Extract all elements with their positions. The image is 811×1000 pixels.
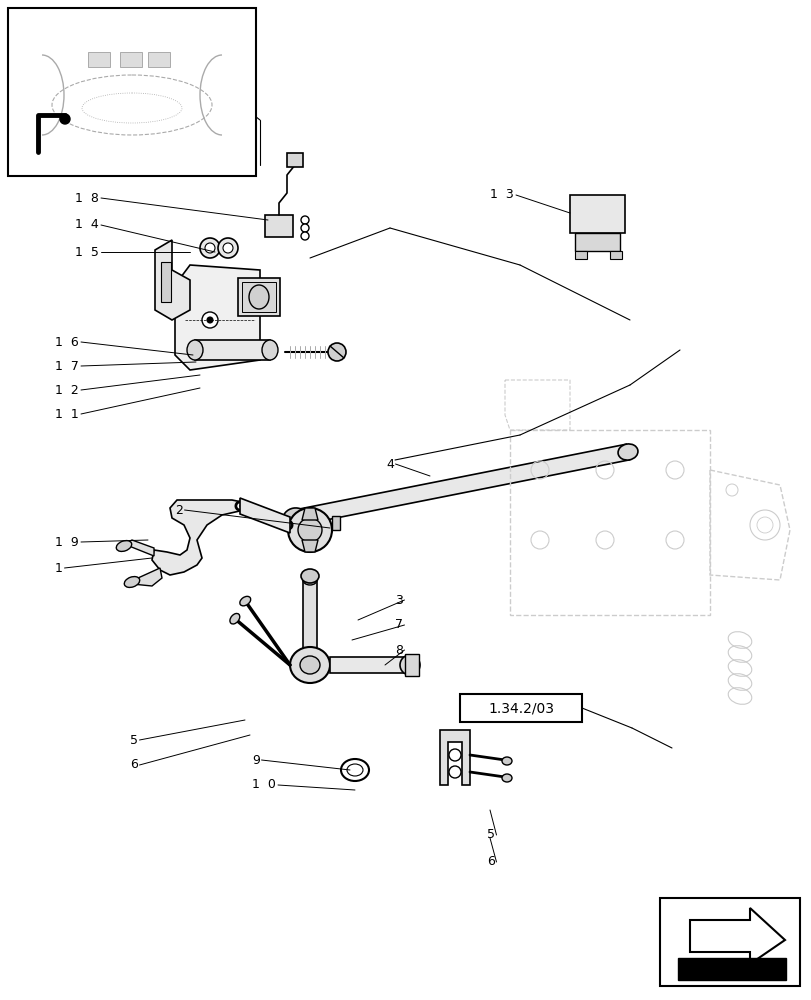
Polygon shape bbox=[440, 730, 470, 785]
Text: 1: 1 bbox=[55, 562, 62, 574]
Bar bbox=[329, 657, 410, 673]
Circle shape bbox=[448, 749, 461, 761]
Circle shape bbox=[204, 243, 215, 253]
Ellipse shape bbox=[230, 613, 239, 624]
Text: 5: 5 bbox=[487, 828, 495, 841]
Bar bbox=[195, 340, 270, 360]
Ellipse shape bbox=[303, 655, 316, 665]
Text: 1  9: 1 9 bbox=[55, 536, 79, 548]
Bar bbox=[148, 52, 169, 67]
Polygon shape bbox=[302, 540, 318, 552]
Text: 1  1: 1 1 bbox=[55, 408, 79, 420]
Bar bbox=[303, 580, 316, 660]
Bar bbox=[609, 251, 621, 259]
Circle shape bbox=[217, 238, 238, 258]
Ellipse shape bbox=[124, 577, 139, 587]
Bar bbox=[509, 430, 709, 615]
Bar bbox=[574, 233, 620, 251]
Ellipse shape bbox=[239, 596, 251, 606]
Ellipse shape bbox=[299, 656, 320, 674]
Text: 1  8: 1 8 bbox=[75, 192, 99, 205]
Ellipse shape bbox=[301, 569, 319, 583]
Ellipse shape bbox=[501, 757, 512, 765]
Bar bbox=[264, 215, 293, 237]
Ellipse shape bbox=[116, 541, 131, 551]
Ellipse shape bbox=[617, 444, 637, 460]
Bar bbox=[8, 8, 255, 176]
Text: 1.34.2/03: 1.34.2/03 bbox=[487, 701, 553, 715]
Polygon shape bbox=[124, 540, 154, 556]
Circle shape bbox=[207, 317, 212, 323]
Polygon shape bbox=[293, 444, 629, 526]
Bar bbox=[677, 958, 785, 980]
Text: 5: 5 bbox=[130, 734, 138, 746]
Ellipse shape bbox=[262, 340, 277, 360]
Text: 4: 4 bbox=[385, 458, 393, 471]
Ellipse shape bbox=[249, 285, 268, 309]
Bar bbox=[460, 694, 581, 722]
Text: 1  4: 1 4 bbox=[75, 219, 99, 232]
Bar bbox=[286, 153, 303, 167]
Ellipse shape bbox=[288, 508, 332, 552]
Bar bbox=[242, 282, 276, 312]
Ellipse shape bbox=[400, 655, 419, 675]
Polygon shape bbox=[689, 908, 784, 964]
Polygon shape bbox=[175, 265, 260, 370]
Circle shape bbox=[60, 114, 70, 124]
Text: 6: 6 bbox=[130, 758, 138, 772]
Text: 1  0: 1 0 bbox=[251, 778, 276, 791]
Text: 6: 6 bbox=[487, 855, 494, 868]
Text: 9: 9 bbox=[251, 754, 260, 766]
Text: 3: 3 bbox=[394, 593, 402, 606]
Bar bbox=[88, 52, 109, 67]
Bar bbox=[659, 898, 799, 986]
Bar bbox=[574, 251, 586, 259]
Polygon shape bbox=[132, 568, 162, 586]
Ellipse shape bbox=[290, 647, 329, 683]
Circle shape bbox=[223, 243, 233, 253]
Text: 7: 7 bbox=[394, 618, 402, 632]
Polygon shape bbox=[155, 240, 190, 320]
Text: 1  3: 1 3 bbox=[489, 188, 513, 202]
Bar bbox=[332, 516, 340, 530]
Circle shape bbox=[448, 766, 461, 778]
Polygon shape bbox=[152, 500, 243, 575]
Circle shape bbox=[202, 312, 217, 328]
Text: 2: 2 bbox=[175, 504, 182, 516]
Circle shape bbox=[200, 238, 220, 258]
Bar bbox=[120, 52, 142, 67]
Text: 1  2: 1 2 bbox=[55, 383, 79, 396]
Bar bbox=[238, 278, 280, 316]
Ellipse shape bbox=[187, 340, 203, 360]
Bar bbox=[569, 195, 624, 233]
Bar bbox=[405, 654, 418, 676]
Ellipse shape bbox=[298, 518, 322, 542]
Circle shape bbox=[301, 216, 309, 224]
Polygon shape bbox=[302, 508, 318, 520]
Bar bbox=[161, 262, 171, 302]
Circle shape bbox=[301, 232, 309, 240]
Circle shape bbox=[301, 224, 309, 232]
Ellipse shape bbox=[501, 774, 512, 782]
Text: 8: 8 bbox=[394, 644, 402, 656]
Polygon shape bbox=[240, 498, 290, 533]
Text: 1  6: 1 6 bbox=[55, 336, 79, 349]
Text: 1  7: 1 7 bbox=[55, 360, 79, 372]
Ellipse shape bbox=[406, 659, 418, 671]
Ellipse shape bbox=[283, 508, 307, 528]
Text: 1  5: 1 5 bbox=[75, 245, 99, 258]
Ellipse shape bbox=[303, 575, 316, 585]
Circle shape bbox=[328, 343, 345, 361]
